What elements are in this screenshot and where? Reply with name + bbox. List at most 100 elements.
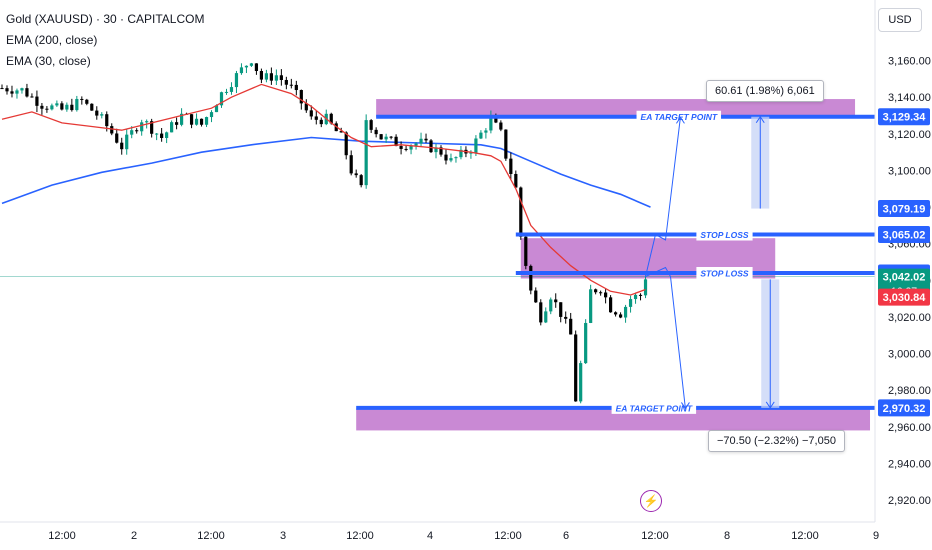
- candle-body: [534, 290, 538, 303]
- candle-body: [189, 114, 194, 125]
- price-label-bg: [878, 108, 930, 126]
- candle-body: [419, 138, 423, 144]
- candle-body: [194, 118, 199, 125]
- candle-body: [259, 71, 264, 80]
- level-label-stop-lower: STOP LOSS: [700, 269, 749, 279]
- price-label: 3,042.02: [883, 272, 926, 284]
- measure-arrow-1: [765, 401, 775, 409]
- ema30-line: [1, 83, 646, 296]
- candle-body: [394, 136, 398, 147]
- price-label-bg: [878, 226, 930, 244]
- x-tick-label: 12:00: [197, 530, 225, 542]
- candle-body: [638, 294, 643, 296]
- measure-layer: [645, 115, 780, 410]
- x-tick-label: 4: [427, 530, 433, 542]
- chart-title: Gold (XAUUSD) · 30 · CAPITALCOM: [6, 12, 205, 26]
- candle-body: [209, 112, 214, 118]
- x-tick-label: 12:00: [48, 530, 76, 542]
- candle-body: [329, 113, 333, 124]
- candle-body: [150, 121, 154, 134]
- y-tick-label: 2,920.00: [888, 495, 931, 507]
- candle-body: [484, 130, 488, 133]
- candle-body: [529, 265, 533, 291]
- candle-body: [449, 158, 453, 161]
- candle-body: [389, 136, 393, 138]
- candle-body: [100, 114, 104, 116]
- candle-body: [279, 75, 283, 80]
- x-tick-label: 3: [280, 530, 286, 542]
- candle-body: [339, 131, 343, 133]
- candle-body: [514, 173, 518, 188]
- candle-body: [75, 98, 79, 111]
- candle-body: [269, 73, 273, 81]
- candle-body: [294, 84, 298, 91]
- candle-body: [85, 99, 89, 104]
- price-label-bg: [878, 399, 930, 417]
- candle-body: [633, 294, 638, 300]
- candle-body: [504, 129, 508, 159]
- ema200-legend[interactable]: EMA (200, close): [6, 33, 98, 47]
- candle-body: [135, 130, 139, 132]
- candle-body: [409, 145, 413, 150]
- projection-line-1: [645, 266, 686, 409]
- candle-body: [474, 138, 478, 153]
- candle-body: [140, 122, 144, 132]
- candle-body: [0, 88, 4, 90]
- candle-body: [249, 63, 254, 66]
- candle-body: [224, 91, 229, 93]
- candle-body: [599, 292, 603, 294]
- x-tick-label: 12:00: [494, 530, 522, 542]
- candle-body: [589, 289, 593, 323]
- projection-arrow-1: [681, 402, 690, 410]
- candle-body: [319, 119, 323, 125]
- price-label: 3,079.19: [883, 204, 926, 216]
- y-tick-label: 2,980.00: [888, 385, 931, 397]
- candle-body: [55, 103, 59, 106]
- candle-body: [369, 120, 373, 130]
- candle-body: [10, 91, 14, 94]
- candle-body: [289, 84, 293, 86]
- measure-down-tooltip: −70.50 (−2.32%) −7,050: [708, 430, 845, 452]
- candle-body: [130, 130, 134, 135]
- candle-body: [364, 120, 368, 186]
- candle-body: [469, 152, 473, 154]
- y-tick-label: 2,960.00: [888, 422, 931, 434]
- price-label: 3,030.84: [883, 292, 927, 304]
- lightning-icon[interactable]: ⚡: [640, 490, 662, 512]
- level-label-target-top: EA TARGET POINT: [641, 112, 718, 122]
- candle-body: [628, 299, 633, 307]
- candle-body: [214, 105, 219, 113]
- zone-target-top: [376, 99, 856, 118]
- candle-body: [454, 157, 458, 159]
- candle-body: [234, 73, 239, 88]
- y-tick-label: 3,100.00: [888, 165, 931, 177]
- candle-body: [105, 114, 109, 127]
- candle-body: [60, 103, 64, 110]
- candle-body: [499, 122, 503, 130]
- y-tick-label: 3,020.00: [888, 312, 931, 324]
- candle-body: [643, 279, 648, 296]
- candle-body: [579, 363, 583, 402]
- candle-body: [274, 75, 278, 81]
- ema30-legend[interactable]: EMA (30, close): [6, 54, 91, 68]
- candle-body: [284, 79, 288, 85]
- candle-body: [549, 299, 553, 312]
- x-tick-label: 9: [873, 530, 879, 542]
- candle-body: [574, 334, 578, 402]
- candle-body: [374, 129, 378, 135]
- candle-body: [170, 122, 174, 133]
- candle-body: [314, 116, 318, 120]
- price-label-bg: [878, 200, 930, 218]
- zone-target-bottom: [356, 408, 871, 431]
- candle-body: [264, 73, 268, 80]
- projection-line-0: [645, 117, 681, 277]
- candle-body: [404, 148, 408, 150]
- currency-button[interactable]: USD: [878, 8, 922, 32]
- candle-body: [434, 147, 438, 153]
- level-label-stop-upper: STOP LOSS: [700, 230, 749, 240]
- level-label-bg-target-top: [636, 110, 722, 123]
- y-tick-label: 2,940.00: [888, 458, 931, 470]
- candle-body: [155, 133, 159, 135]
- candle-body: [254, 63, 259, 72]
